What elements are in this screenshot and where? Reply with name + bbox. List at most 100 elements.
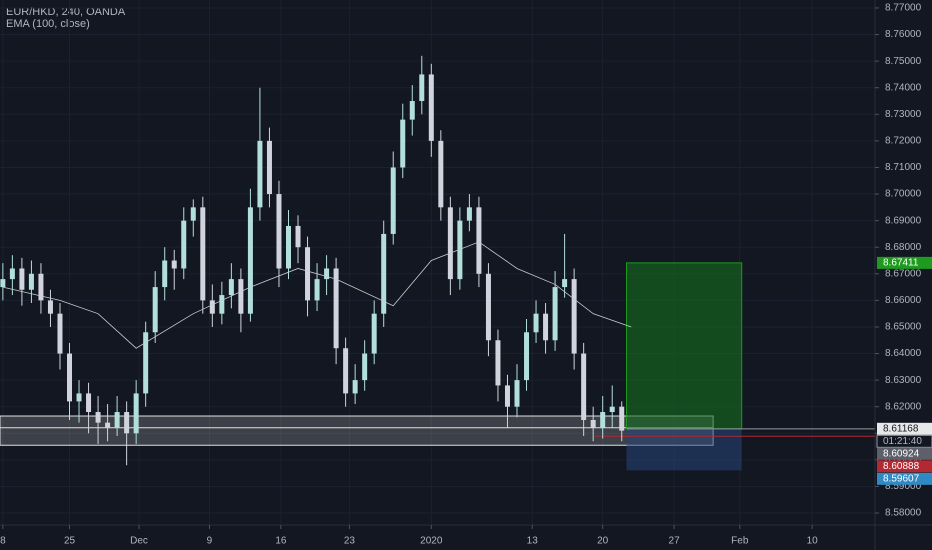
zone	[0, 415, 714, 446]
candle-body	[476, 207, 482, 274]
candle-body	[276, 194, 282, 269]
x-tick-label: Dec	[130, 536, 148, 547]
candle-body	[67, 353, 73, 402]
x-tick-label: 13	[527, 536, 539, 547]
candle-body	[0, 279, 6, 288]
candle-body	[552, 287, 558, 341]
candle-body	[495, 340, 501, 386]
y-tick-label: 8.77000	[885, 3, 922, 14]
candle-body	[295, 225, 301, 248]
profit-zone	[625, 262, 743, 430]
candle-body	[524, 332, 530, 381]
candle-body	[38, 273, 44, 301]
candle-body	[438, 140, 444, 208]
candle-body	[571, 279, 577, 354]
candle-body	[9, 268, 15, 280]
y-tick-label: 8.59000	[885, 481, 922, 492]
candle-body	[162, 260, 168, 288]
candle-body	[609, 406, 615, 413]
candle-body	[352, 380, 358, 394]
price-tag-label: 8.60888	[883, 461, 920, 472]
candle-body	[181, 220, 187, 269]
candle-body	[76, 393, 82, 402]
candle-body	[381, 233, 387, 314]
price-tag	[877, 256, 932, 269]
candle-body	[457, 220, 463, 280]
candle-body	[124, 412, 130, 434]
candle-body	[324, 268, 330, 280]
candle-body	[190, 207, 196, 221]
ema-line	[2, 241, 632, 349]
candle-body	[305, 247, 311, 301]
candle-body	[86, 393, 92, 413]
y-tick-label: 8.76000	[885, 29, 922, 40]
candle-body	[590, 420, 596, 428]
candle-body	[419, 74, 425, 102]
price-tag	[877, 422, 932, 435]
candle-body	[581, 353, 587, 420]
x-tick-label: 9	[207, 536, 213, 547]
candle-body	[114, 412, 120, 428]
candle-body	[485, 273, 491, 341]
candle-body	[362, 353, 368, 381]
candle-body	[285, 225, 291, 269]
chart-title: EUR/HKD, 240, OANDA	[6, 6, 126, 18]
candle-body	[543, 313, 549, 341]
y-tick-label: 8.68000	[885, 242, 922, 253]
y-tick-label: 8.60000	[885, 455, 922, 466]
candle-body	[219, 295, 225, 314]
candle-body	[209, 300, 215, 314]
price-tag-label: 8.60924	[883, 448, 920, 459]
y-tick-label: 8.69000	[885, 215, 922, 226]
x-tick-label: 2020	[420, 536, 443, 547]
candle-body	[343, 348, 349, 394]
candle-body	[47, 300, 53, 314]
y-tick-label: 8.70000	[885, 189, 922, 200]
candle-body	[28, 273, 34, 290]
y-tick-label: 8.62000	[885, 401, 922, 412]
candle-body	[143, 332, 149, 394]
price-tag	[877, 447, 932, 460]
x-tick-label: 20	[597, 536, 609, 547]
candle-body	[466, 207, 472, 221]
candle-body	[266, 140, 272, 195]
x-tick-label: 25	[64, 536, 76, 547]
candle-body	[600, 412, 606, 428]
countdown: 01:21:40	[883, 436, 922, 447]
candle-body	[200, 207, 206, 301]
loss-zone	[626, 428, 742, 471]
candle-body	[314, 279, 320, 301]
candle-body	[390, 167, 396, 234]
x-tick-label: 27	[669, 536, 681, 547]
candle-body	[171, 260, 177, 269]
y-tick-label: 8.66000	[885, 295, 922, 306]
price-tag	[877, 472, 932, 485]
candle-body	[257, 140, 263, 208]
candle-body	[105, 422, 111, 428]
candle-body	[400, 119, 406, 168]
y-tick-label: 8.64000	[885, 348, 922, 359]
candle-body	[447, 207, 453, 280]
price-tag-label: 8.67411	[883, 258, 919, 269]
y-tick-label: 8.73000	[885, 109, 922, 120]
candle-body	[238, 279, 244, 314]
y-tick-label: 8.67000	[885, 268, 922, 279]
candle-body	[95, 412, 101, 423]
price-tag-label: 8.61168	[883, 423, 919, 434]
candle-body	[428, 74, 434, 141]
candle-body	[409, 101, 415, 120]
y-tick-label: 8.71000	[885, 162, 922, 173]
y-tick-label: 8.63000	[885, 375, 922, 386]
x-tick-label: 8	[0, 536, 6, 547]
candle-body	[133, 393, 139, 434]
y-tick-label: 8.72000	[885, 136, 922, 147]
y-tick-label: 8.58000	[885, 508, 922, 519]
y-tick-label: 8.65000	[885, 322, 922, 333]
candle-body	[152, 287, 158, 333]
candle-body	[247, 207, 253, 314]
legend-ema: EMA (100, close)	[6, 18, 90, 30]
price-tag	[877, 460, 932, 473]
candle-body	[562, 279, 568, 288]
